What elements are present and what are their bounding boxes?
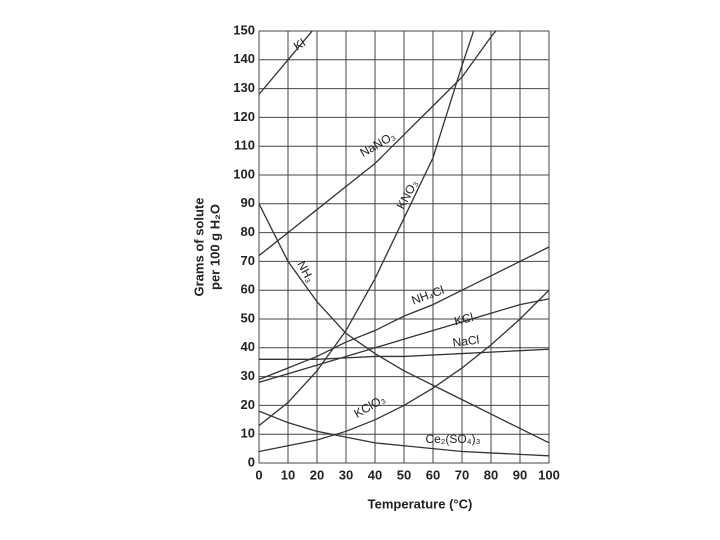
x-tick-label: 60 — [426, 467, 440, 482]
y-axis-label-line: per 100 g H₂O — [207, 204, 222, 290]
curve — [259, 348, 549, 360]
x-tick-label: 0 — [255, 467, 262, 482]
series-label: NH₄Cl — [410, 283, 446, 308]
series-label: KNO₃ — [394, 178, 421, 212]
series-label: NH₃ — [294, 259, 317, 285]
x-tick-label: 40 — [368, 467, 382, 482]
y-tick-label: 70 — [241, 253, 255, 268]
x-tick-label: 20 — [310, 467, 324, 482]
y-tick-label: 40 — [241, 339, 255, 354]
curve — [259, 410, 549, 457]
y-tick-label: 0 — [248, 454, 255, 469]
x-tick-label: 50 — [397, 467, 411, 482]
y-tick-label: 80 — [241, 224, 255, 239]
curve — [259, 246, 549, 381]
plot-area — [259, 31, 549, 457]
x-tick-label: 90 — [513, 467, 527, 482]
x-tick-label: 70 — [455, 467, 469, 482]
y-tick-label: 100 — [233, 166, 255, 181]
curve — [259, 31, 314, 95]
x-tick-label: 30 — [339, 467, 353, 482]
series-label: KCl — [453, 310, 475, 328]
curve — [259, 31, 497, 257]
y-axis-label: Grams of solute per 100 g H₂O — [191, 198, 222, 297]
x-axis-label: Temperature (°C) — [368, 496, 473, 511]
x-tick-label: 80 — [484, 467, 498, 482]
y-tick-label: 140 — [233, 51, 255, 66]
y-tick-label: 120 — [233, 109, 255, 124]
y-tick-label: 60 — [241, 282, 255, 297]
y-tick-label: 130 — [233, 80, 255, 95]
y-axis-label-line: Grams of solute — [191, 198, 206, 297]
y-tick-label: 90 — [241, 195, 255, 210]
series-label: Ce₂(SO₄)₃ — [425, 432, 480, 446]
y-tick-label: 30 — [241, 368, 255, 383]
series-label: NaCl — [452, 333, 480, 350]
x-tick-label: 100 — [538, 467, 560, 482]
y-tick-label: 20 — [241, 397, 255, 412]
series-label: NaNO₃ — [358, 129, 398, 160]
y-tick-label: 110 — [234, 138, 255, 153]
y-tick-label: 50 — [241, 310, 255, 325]
y-tick-label: 10 — [241, 426, 255, 441]
y-tick-label: 150 — [233, 22, 255, 37]
curve — [259, 298, 549, 383]
curve — [259, 289, 549, 453]
x-tick-label: 10 — [281, 467, 295, 482]
curve — [259, 31, 475, 427]
curve — [259, 203, 549, 444]
